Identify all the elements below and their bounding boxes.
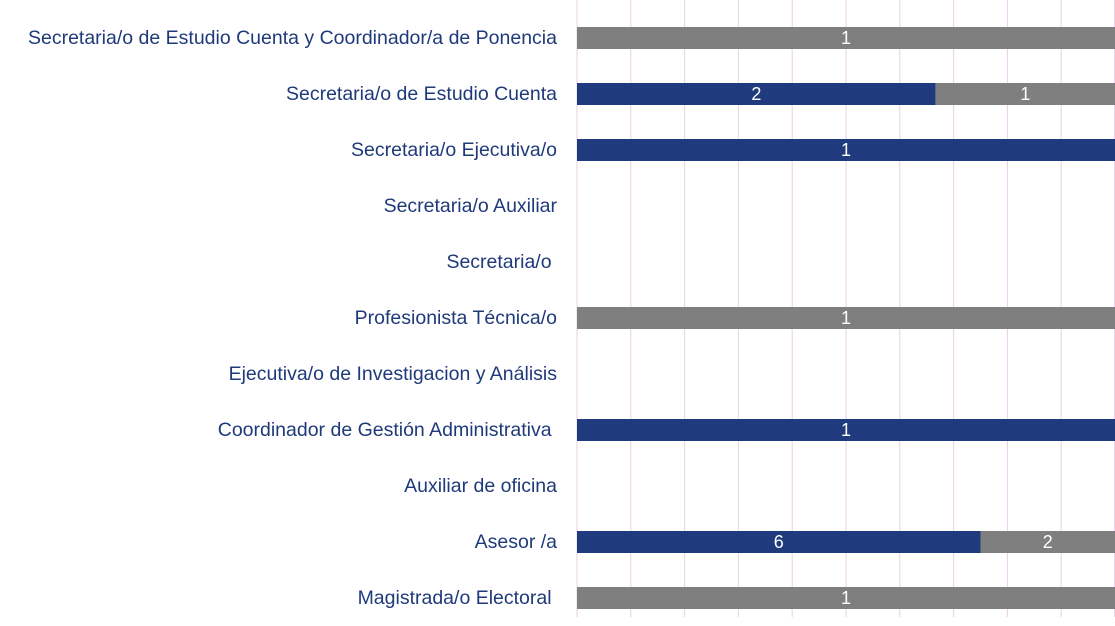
data-label: 6 [774,532,784,552]
data-label: 1 [841,588,851,608]
data-label: 1 [841,28,851,48]
category-label: Profesionista Técnica/o [355,307,557,330]
category-label-box: Coordinador de Gestión Administrativa [0,402,557,458]
data-label: 1 [1020,84,1030,104]
category-label: Secretaria/o de Estudio Cuenta y Coordin… [28,27,557,50]
category-label: Auxiliar de oficina [404,475,557,498]
category-label: Coordinador de Gestión Administrativa [218,419,557,442]
category-label: Magistrada/o Electoral [358,587,557,610]
category-label: Secretaria/o de Estudio Cuenta [286,83,557,106]
category-label: Secretaria/o Auxiliar [384,195,557,218]
category-label-box: Profesionista Técnica/o [0,290,557,346]
category-label-box: Secretaria/o Ejecutiva/o [0,122,557,178]
category-label-box: Asesor /a [0,514,557,570]
category-label-box: Ejecutiva/o de Investigacion y Análisis [0,346,557,402]
category-label: Asesor /a [475,531,557,554]
data-label: 1 [841,420,851,440]
category-label-box: Secretaria/o Auxiliar [0,178,557,234]
category-label: Ejecutiva/o de Investigacion y Análisis [229,363,557,386]
data-label: 2 [1043,532,1053,552]
category-label: Secretaria/o [446,251,557,274]
category-label-box: Secretaria/o [0,234,557,290]
category-label-box: Secretaria/o de Estudio Cuenta y Coordin… [0,10,557,66]
category-label-box: Auxiliar de oficina [0,458,557,514]
category-label-box: Secretaria/o de Estudio Cuenta [0,66,557,122]
category-label: Secretaria/o Ejecutiva/o [351,139,557,162]
data-label: 1 [841,308,851,328]
data-label: 1 [841,140,851,160]
category-label-box: Magistrada/o Electoral [0,570,557,626]
data-label: 2 [751,84,761,104]
